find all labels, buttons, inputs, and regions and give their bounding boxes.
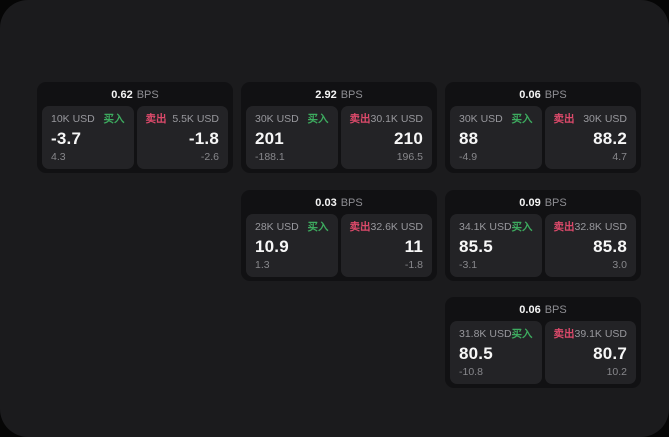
sell-amount: 32.8K USD: [574, 221, 628, 233]
sell-price: -1.8: [188, 128, 219, 148]
quote-panels: 34.1K USD 买入 85.5 -3.1 卖出 32.8K USD 85.8…: [450, 214, 636, 277]
sell-side-label: 卖出: [553, 328, 575, 340]
sell-delta: 4.7: [612, 151, 627, 163]
buy-price: 88: [459, 128, 479, 148]
buy-price: -3.7: [51, 128, 82, 148]
quote-card-1: 0.62 BPS 10K USD 买入 -3.7 4.3 卖出 5.5K USD…: [37, 82, 233, 173]
buy-delta: 4.3: [51, 151, 66, 163]
buy-amount: 34.1K USD: [459, 221, 512, 233]
spread-value: 0.09: [519, 197, 541, 209]
quote-card-5: 0.09 BPS 34.1K USD 买入 85.5 -3.1 卖出 32.8K…: [445, 190, 641, 281]
bps-label: BPS: [544, 89, 567, 101]
bps-label: BPS: [544, 197, 567, 209]
spread-header: 0.03 BPS: [241, 190, 437, 213]
buy-price: 10.9: [255, 236, 289, 256]
buy-amount: 10K USD: [51, 113, 95, 125]
spread-header: 0.62 BPS: [37, 82, 233, 105]
bps-label: BPS: [340, 197, 363, 209]
sell-side-label: 卖出: [349, 221, 371, 233]
buy-panel[interactable]: 10K USD 买入 -3.7 4.3: [42, 106, 134, 169]
spread-value: 2.92: [315, 89, 337, 101]
buy-amount: 30K USD: [459, 113, 503, 125]
buy-price: 85.5: [459, 236, 493, 256]
quote-card-4: 0.03 BPS 28K USD 买入 10.9 1.3 卖出 32.6K US…: [241, 190, 437, 281]
buy-panel[interactable]: 30K USD 买入 201 -188.1: [246, 106, 338, 169]
buy-side-label: 买入: [511, 221, 533, 233]
sell-panel[interactable]: 卖出 5.5K USD -1.8 -2.6: [136, 106, 228, 169]
spread-header: 0.09 BPS: [445, 190, 641, 213]
sell-panel[interactable]: 卖出 30.1K USD 210 196.5: [340, 106, 432, 169]
sell-amount: 30K USD: [583, 113, 627, 125]
buy-amount: 28K USD: [255, 221, 299, 233]
sell-delta: -2.6: [200, 151, 219, 163]
sell-amount: 30.1K USD: [370, 113, 424, 125]
buy-side-label: 买入: [511, 113, 533, 125]
buy-price: 80.5: [459, 343, 493, 363]
quote-panels: 30K USD 买入 201 -188.1 卖出 30.1K USD 210 1…: [246, 106, 432, 169]
spread-value: 0.06: [519, 89, 541, 101]
sell-panel[interactable]: 卖出 32.6K USD 11 -1.8: [340, 214, 432, 277]
buy-side-label: 买入: [103, 113, 125, 125]
buy-delta: -188.1: [255, 151, 285, 163]
sell-price: 11: [404, 236, 423, 256]
sell-delta: 3.0: [612, 259, 627, 271]
buy-panel[interactable]: 31.8K USD 买入 80.5 -10.8: [450, 321, 542, 384]
bps-label: BPS: [340, 89, 363, 101]
buy-delta: -4.9: [459, 151, 478, 163]
sell-amount: 32.6K USD: [370, 221, 424, 233]
spread-value: 0.62: [111, 89, 133, 101]
spread-value: 0.06: [519, 304, 541, 316]
sell-price: 88.2: [593, 128, 627, 148]
quote-card-2: 2.92 BPS 30K USD 买入 201 -188.1 卖出 30.1K …: [241, 82, 437, 173]
buy-side-label: 买入: [511, 328, 533, 340]
buy-delta: -10.8: [459, 366, 483, 378]
sell-price: 85.8: [593, 236, 627, 256]
sell-side-label: 卖出: [553, 221, 575, 233]
sell-delta: 196.5: [396, 151, 423, 163]
spread-header: 0.06 BPS: [445, 297, 641, 320]
quote-panels: 30K USD 买入 88 -4.9 卖出 30K USD 88.2 4.7: [450, 106, 636, 169]
buy-delta: -3.1: [459, 259, 478, 271]
sell-panel[interactable]: 卖出 32.8K USD 85.8 3.0: [544, 214, 636, 277]
quote-panels: 31.8K USD 买入 80.5 -10.8 卖出 39.1K USD 80.…: [450, 321, 636, 384]
sell-delta: 10.2: [606, 366, 627, 378]
quote-card-6: 0.06 BPS 31.8K USD 买入 80.5 -10.8 卖出 39.1…: [445, 297, 641, 388]
buy-side-label: 买入: [307, 113, 329, 125]
quote-panels: 10K USD 买入 -3.7 4.3 卖出 5.5K USD -1.8 -2.…: [42, 106, 228, 169]
quote-card-3: 0.06 BPS 30K USD 买入 88 -4.9 卖出 30K USD 8…: [445, 82, 641, 173]
buy-panel[interactable]: 28K USD 买入 10.9 1.3: [246, 214, 338, 277]
buy-amount: 30K USD: [255, 113, 299, 125]
spread-header: 0.06 BPS: [445, 82, 641, 105]
buy-delta: 1.3: [255, 259, 270, 271]
bps-label: BPS: [136, 89, 159, 101]
sell-price: 80.7: [593, 343, 627, 363]
buy-price: 201: [255, 128, 284, 148]
sell-panel[interactable]: 卖出 39.1K USD 80.7 10.2: [544, 321, 636, 384]
sell-amount: 39.1K USD: [574, 328, 628, 340]
buy-side-label: 买入: [307, 221, 329, 233]
sell-side-label: 卖出: [553, 113, 575, 125]
buy-panel[interactable]: 30K USD 买入 88 -4.9: [450, 106, 542, 169]
sell-panel[interactable]: 卖出 30K USD 88.2 4.7: [544, 106, 636, 169]
buy-panel[interactable]: 34.1K USD 买入 85.5 -3.1: [450, 214, 542, 277]
spread-value: 0.03: [315, 197, 337, 209]
sell-price: 210: [394, 128, 423, 148]
bps-label: BPS: [544, 304, 567, 316]
sell-side-label: 卖出: [145, 113, 167, 125]
quote-panels: 28K USD 买入 10.9 1.3 卖出 32.6K USD 11 -1.8: [246, 214, 432, 277]
sell-side-label: 卖出: [349, 113, 371, 125]
spread-header: 2.92 BPS: [241, 82, 437, 105]
sell-amount: 5.5K USD: [172, 113, 219, 125]
sell-delta: -1.8: [404, 259, 423, 271]
buy-amount: 31.8K USD: [459, 328, 512, 340]
